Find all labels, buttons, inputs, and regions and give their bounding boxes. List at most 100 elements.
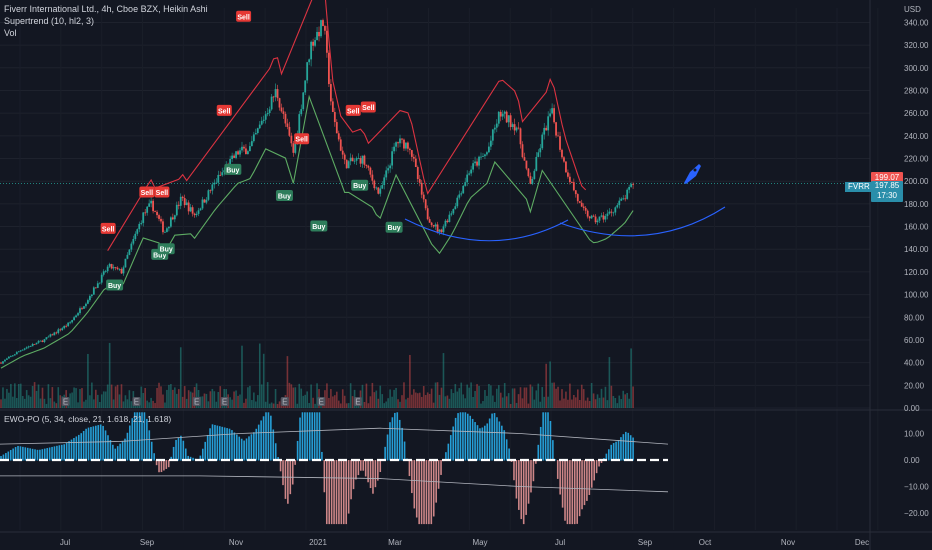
osc-bar <box>369 460 372 489</box>
signal-label: Sell <box>102 226 115 233</box>
osc-bar <box>31 448 34 461</box>
candle-body <box>205 199 208 203</box>
volume-bar <box>397 399 399 408</box>
candle-body <box>624 198 627 200</box>
volume-bar <box>35 390 38 408</box>
volume-bar <box>393 389 395 408</box>
volume-bar <box>454 384 457 408</box>
volume-bar <box>120 384 123 408</box>
volume-bar <box>499 392 502 408</box>
volume-bar <box>420 396 423 408</box>
osc-bar <box>493 413 496 461</box>
osc-bar <box>350 460 352 500</box>
volume-bar <box>116 384 119 408</box>
oscillator-legend[interactable]: EWO-PO (5, 34, close, 21, 1.618, 21, 1.6… <box>4 414 172 424</box>
osc-bar <box>342 460 345 525</box>
signal-label: Sell <box>156 190 169 197</box>
volume-bar <box>426 392 429 408</box>
volume-bar <box>462 394 465 408</box>
osc-bar <box>401 427 403 461</box>
candle-body <box>191 207 194 214</box>
osc-bar <box>503 430 506 461</box>
candle-body <box>181 196 184 199</box>
osc-bar <box>53 446 56 461</box>
osc-bar <box>34 449 36 461</box>
osc-bar <box>260 420 262 461</box>
osc-bar <box>311 412 313 461</box>
volume-bar <box>286 356 289 408</box>
candle-body <box>90 294 93 297</box>
candle-body <box>509 115 512 128</box>
osc-bar <box>92 426 95 461</box>
osc-bar <box>248 436 250 461</box>
candle-body <box>43 339 46 342</box>
candle-body <box>582 206 585 208</box>
candle-body <box>270 96 273 110</box>
candle-body <box>278 98 281 108</box>
volume-bar <box>497 385 500 408</box>
chart-title[interactable]: Fiverr International Ltd., 4h, Cboe BZX,… <box>4 4 208 14</box>
supertrend-down-line <box>107 0 587 252</box>
candle-body <box>505 111 508 123</box>
volume-bar <box>79 389 81 408</box>
osc-bar <box>384 446 386 461</box>
earnings-marker-label: E <box>319 398 324 407</box>
osc-bar <box>335 460 338 525</box>
candle-body <box>245 148 247 155</box>
price-axis[interactable]: 340.00 320.00 300.00 280.00 260.00 240.00 220.… <box>904 18 929 413</box>
osc-bar <box>279 460 282 472</box>
candle-body <box>598 216 601 221</box>
candle-body <box>152 200 154 212</box>
osc-bar <box>75 436 78 461</box>
volume-bar <box>411 394 413 408</box>
buy-signal <box>275 189 293 201</box>
volume-bar <box>490 385 492 408</box>
supertrend-up-line <box>0 94 634 369</box>
candle-body <box>197 210 200 214</box>
candle-body <box>511 124 514 128</box>
osc-bar <box>360 460 362 471</box>
ticker-badge[interactable]: FVRR <box>845 182 873 192</box>
candle-body <box>98 282 101 284</box>
volume-bar <box>488 383 490 408</box>
osc-bar <box>352 460 355 490</box>
osc-bar <box>56 445 58 461</box>
osc-bar <box>97 425 100 461</box>
volume-bar <box>253 392 255 408</box>
candle-body <box>160 218 162 222</box>
volume-bar <box>6 388 8 408</box>
osc-bar <box>330 460 333 525</box>
candle-body <box>171 217 174 220</box>
candle-body <box>2 361 4 364</box>
osc-bar <box>308 412 311 461</box>
osc-bar <box>629 435 632 461</box>
signal-label: Buy <box>312 224 325 231</box>
volume-bar <box>606 400 609 408</box>
volume-bar <box>523 387 526 408</box>
supertrend-legend[interactable]: Supertrend (10, hl2, 3) <box>4 16 95 26</box>
volume-bar <box>260 384 263 408</box>
volume-bar <box>442 353 445 408</box>
candle-body <box>576 194 579 202</box>
volume-legend[interactable]: Vol <box>4 28 17 38</box>
candle-body <box>21 349 24 351</box>
candle-body <box>547 116 550 131</box>
osc-bar <box>469 415 472 461</box>
candle-body <box>339 139 342 151</box>
candle-body <box>456 197 459 207</box>
oscillator-axis[interactable]: 10.00 0.00 −10.00 −20.00 <box>904 430 929 519</box>
volume-bar <box>268 403 271 408</box>
volume-bar <box>104 391 107 408</box>
volume-bar <box>365 383 368 408</box>
sell-signal <box>100 222 116 234</box>
candle-body <box>4 359 6 362</box>
volume-bar <box>174 387 176 408</box>
time-axis[interactable]: Jul Sep Nov 2021 Mar May Jul Sep Oct Nov Dec <box>60 538 869 547</box>
osc-bar <box>569 460 571 525</box>
candle-body <box>428 219 431 223</box>
osc-bar <box>457 413 459 461</box>
volume-bar <box>444 396 447 408</box>
volume-bar <box>71 392 73 408</box>
candle-body <box>444 220 447 227</box>
